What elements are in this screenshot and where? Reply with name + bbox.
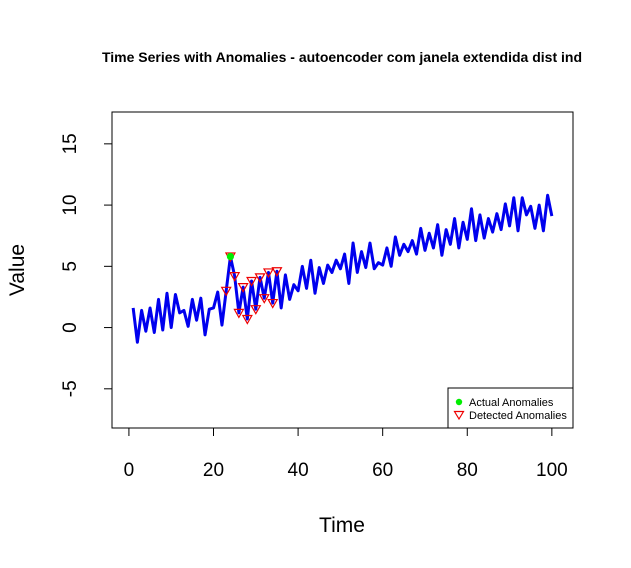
x-tick-label: 40 (288, 460, 309, 481)
x-tick-label: 100 (536, 460, 568, 481)
detected-anomaly-point (262, 268, 275, 279)
x-tick-label: 60 (372, 460, 393, 481)
detected-anomaly-point (241, 314, 253, 325)
actual-anomalies-layer (226, 252, 235, 261)
legend-detected-label: Detected Anomalies (469, 410, 567, 422)
actual-anomaly-point (226, 252, 235, 261)
series-layer (131, 193, 554, 344)
detected-anomaly-point (237, 283, 249, 293)
plot-area (111, 111, 574, 429)
x-axis: 0 20 40 60 80 100 (124, 427, 568, 481)
detected-anomalies-layer (220, 252, 283, 325)
x-axis-label: Time (319, 514, 365, 537)
detected-anomaly-point (229, 272, 241, 282)
x-tick-label: 20 (203, 460, 224, 481)
detected-anomaly-point (220, 286, 232, 297)
detected-anomaly-point (271, 267, 283, 277)
x-tick-label: 80 (457, 460, 478, 481)
y-tick-label: 15 (60, 133, 81, 154)
x-tick-label: 0 (124, 460, 135, 481)
y-tick-label: -5 (60, 380, 81, 397)
y-axis-label: Value (6, 244, 29, 296)
series-line (131, 193, 554, 344)
legend-actual-label: Actual Anomalies (469, 397, 554, 409)
detected-anomaly-point (267, 298, 279, 309)
legend-detected-marker (453, 410, 465, 421)
detected-anomaly-point (246, 276, 258, 287)
y-axis: -5 0 5 10 15 (60, 133, 113, 397)
legend-actual-marker (455, 398, 463, 406)
y-tick-label: 10 (60, 195, 81, 216)
detected-anomaly-point (254, 273, 266, 284)
chart-title: Time Series with Anomalies - autoencoder… (102, 49, 582, 65)
legend-box (447, 387, 574, 429)
y-tick-label: 5 (60, 261, 81, 272)
detected-anomaly-point (250, 305, 262, 315)
detected-anomaly-point (233, 308, 245, 319)
legend: Actual Anomalies Detected Anomalies (447, 387, 574, 429)
detected-anomaly-point (258, 294, 270, 304)
y-tick-label: 0 (60, 322, 81, 333)
